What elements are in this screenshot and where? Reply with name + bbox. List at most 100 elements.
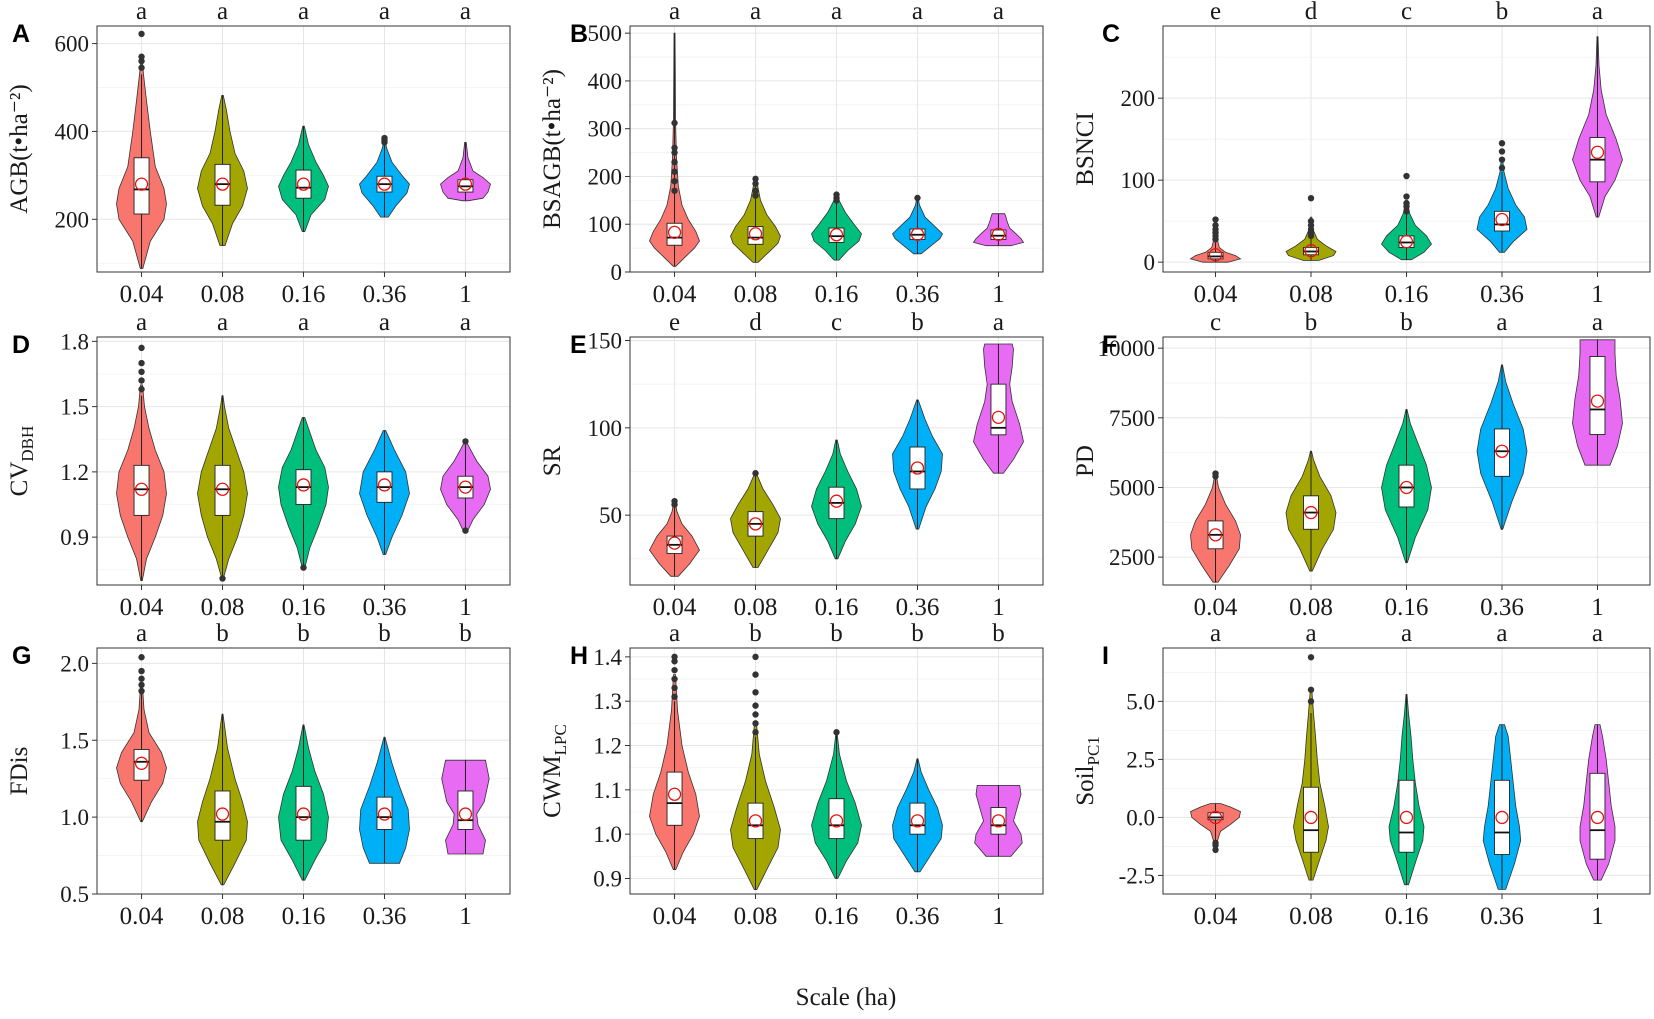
mean-marker	[829, 494, 844, 508]
significance-letter: b	[1400, 309, 1413, 336]
mean-marker	[1208, 528, 1223, 542]
mean-marker	[829, 228, 844, 242]
mean-marker	[748, 227, 763, 241]
outlier-point	[671, 149, 678, 156]
outlier-point	[752, 192, 759, 199]
x-tick-label: 0.16	[282, 903, 326, 930]
y-tick-label: 500	[588, 21, 623, 46]
significance-letter: a	[1496, 309, 1507, 336]
box	[666, 222, 683, 246]
y-tick-label: 150	[588, 328, 623, 353]
y-tick-label: 10000	[1098, 336, 1156, 361]
panel-C: 0 100 200 0.04 e 0.08 d 0.16 c 0.36 b 1 a BSNCI C	[1072, 0, 1651, 308]
significance-letter: a	[1210, 620, 1221, 647]
violin-group-3	[278, 417, 329, 571]
outlier-point	[671, 684, 678, 692]
y-tick-label: 100	[1121, 168, 1156, 193]
mean-marker	[991, 410, 1006, 424]
outlier-point	[138, 30, 145, 38]
significance-letter: a	[298, 0, 309, 25]
violin-group-3	[1381, 409, 1432, 564]
mean-marker	[1304, 810, 1318, 825]
y-tick-label: 200	[1121, 86, 1156, 111]
y-axis-label: CWMLPC	[539, 724, 570, 818]
outlier-point	[138, 681, 145, 689]
mean-marker	[1208, 248, 1223, 262]
significance-letter: a	[1401, 620, 1412, 647]
mean-marker	[296, 807, 311, 821]
mean-marker	[667, 787, 682, 801]
significance-letter: b	[459, 620, 472, 647]
mean-marker	[910, 227, 925, 241]
violin-group-3	[1381, 172, 1432, 261]
violin-group-2	[1293, 654, 1329, 881]
box	[747, 802, 764, 840]
y-axis-label: SR	[539, 445, 566, 476]
box	[1398, 779, 1415, 853]
outlier-point	[752, 180, 759, 187]
x-tick-label: 0.08	[201, 903, 245, 930]
x-tick-label: 0.16	[815, 281, 859, 308]
mean-marker	[991, 227, 1006, 241]
outlier-point	[752, 702, 759, 709]
x-tick-label: 0.36	[1480, 594, 1524, 621]
outlier-point	[138, 359, 145, 367]
y-axis-label-subscript: PC1	[1084, 736, 1103, 765]
box	[295, 785, 312, 841]
x-tick-label: 0.08	[734, 903, 778, 930]
mean-marker	[377, 478, 392, 492]
violin-group-1	[116, 654, 167, 823]
significance-letter: a	[136, 309, 147, 336]
x-tick-label: 1	[992, 903, 1005, 930]
y-tick-label: 7500	[1109, 406, 1155, 431]
significance-letter: c	[1210, 309, 1221, 336]
mean-marker	[215, 177, 230, 191]
mean-marker	[134, 177, 149, 191]
y-axis-label-subscript: DBH	[18, 426, 37, 462]
significance-letter: b	[992, 620, 1005, 647]
outlier-point	[138, 687, 145, 695]
mean-marker	[829, 814, 844, 828]
significance-letter: b	[1496, 0, 1509, 25]
outlier-point	[752, 653, 759, 661]
y-axis-label-main: BSAGB(t•ha⁻²)	[539, 69, 566, 229]
violin-group-4	[1476, 364, 1528, 530]
violin-group-1	[649, 32, 700, 267]
panel-letter: C	[1102, 20, 1120, 48]
x-tick-label: 0.36	[1480, 903, 1524, 930]
violin-group-1	[116, 344, 167, 581]
y-tick-label: 0.5	[60, 882, 89, 907]
outlier-point	[1212, 842, 1219, 849]
x-tick-label: 1	[459, 281, 472, 308]
violin-group-2	[1285, 195, 1337, 261]
x-tick-label: 0.16	[282, 281, 326, 308]
outlier-point	[752, 175, 759, 183]
x-tick-label: 0.08	[1289, 281, 1333, 308]
mean-marker	[1304, 244, 1318, 258]
panel-F: 2500 5000 7500 10000 0.04 c 0.08 b 0.16 b 0.36 a 1 a P…	[1072, 309, 1651, 621]
y-tick-label: 400	[55, 119, 90, 144]
outlier-point	[752, 187, 759, 194]
mean-marker	[1304, 505, 1318, 520]
significance-letter: b	[297, 620, 310, 647]
violin-group-4	[892, 399, 943, 530]
significance-letter: a	[379, 309, 390, 336]
mean-marker	[134, 482, 149, 496]
violin-group-5	[1579, 724, 1616, 881]
panel-A: 200 400 600 0.04 a 0.08 a 0.16 a 0.36 a 1 a AGB(t•ha⁻…	[6, 0, 511, 308]
outlier-point	[1307, 195, 1315, 202]
outlier-point	[1498, 140, 1506, 147]
significance-letter: a	[1592, 620, 1603, 647]
outlier-point	[462, 527, 469, 534]
mean-marker	[458, 177, 473, 191]
panel-letter: D	[12, 331, 30, 359]
box	[214, 790, 231, 841]
x-tick-label: 0.04	[653, 903, 697, 930]
outlier-point	[671, 666, 678, 674]
box	[1494, 210, 1510, 232]
y-tick-label: 1.5	[60, 395, 89, 420]
panel-letter: B	[570, 20, 588, 48]
outlier-point	[138, 344, 145, 352]
y-axis-label-main: Soil	[1072, 765, 1099, 805]
outlier-point	[671, 675, 678, 683]
